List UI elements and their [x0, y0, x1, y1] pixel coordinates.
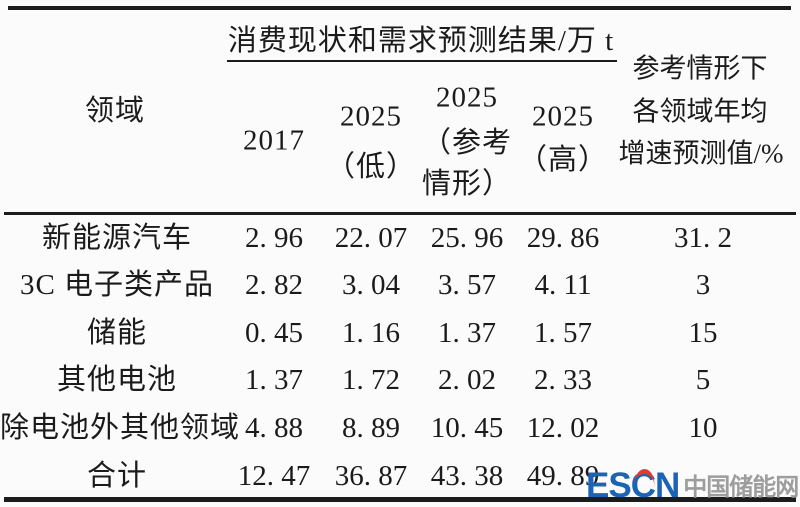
- escn-site-name: 中国储能网: [683, 474, 799, 501]
- column-header-2017: 2017: [243, 124, 305, 157]
- table-row: 新能源汽车 2. 96 22. 07 25. 96 29. 86 31. 2: [0, 220, 800, 256]
- unit-header-underline: [227, 60, 617, 62]
- column-header-2025-low-line1: 2025: [340, 100, 402, 133]
- column-header-2025-ref-line3: 情形）: [421, 168, 513, 200]
- cell-2025-low: 1. 16: [342, 317, 400, 349]
- column-header-2025-high-line2: （高）: [517, 144, 609, 176]
- cell-2025-high: 1. 57: [534, 317, 592, 349]
- column-header-growth-line2: 各领域年均: [632, 96, 768, 127]
- cell-2025-high: 12. 02: [526, 412, 600, 444]
- cell-2025-low: 22. 07: [334, 222, 408, 254]
- cell-2025-low: 8. 89: [342, 412, 400, 444]
- cell-2025-low: 3. 04: [342, 269, 400, 301]
- row-label: 合计: [86, 460, 147, 492]
- cell-2025-low: 36. 87: [334, 460, 408, 492]
- cell-2025-ref: 43. 38: [430, 460, 504, 492]
- cell-2025-ref: 25. 96: [430, 222, 504, 254]
- column-header-2025-ref-line2: （参考: [421, 127, 513, 159]
- row-label: 储能: [86, 317, 147, 349]
- escn-logo-text: ESCN: [586, 466, 680, 505]
- cell-2025-ref: 2. 02: [438, 364, 496, 396]
- cell-growth: 3: [695, 269, 711, 301]
- header-separator-rule: [4, 212, 796, 215]
- cell-2017: 1. 37: [245, 364, 303, 396]
- column-header-growth-line1: 参考情形下: [632, 53, 768, 84]
- row-label: 3C 电子类产品: [19, 269, 215, 301]
- column-header-domain: 领域: [84, 95, 146, 127]
- cell-2025-high: 2. 33: [534, 364, 592, 396]
- column-header-2025-low-line2: （低）: [325, 151, 417, 183]
- cell-2017: 4. 88: [245, 412, 303, 444]
- table-bottom-rule: [4, 497, 796, 502]
- cell-2025-ref: 1. 37: [438, 317, 496, 349]
- cell-growth: 15: [688, 317, 718, 349]
- column-header-growth-line3: 增速预测值/%: [618, 138, 784, 169]
- cell-2025-high: 29. 86: [526, 222, 600, 254]
- column-header-2025-ref-line1: 2025: [436, 81, 498, 114]
- table-row: 合计 12. 47 36. 87 43. 38 49. 89: [0, 458, 800, 494]
- table-row: 其他电池 1. 37 1. 72 2. 02 2. 33 5: [0, 362, 800, 398]
- cell-2025-ref: 10. 45: [430, 412, 504, 444]
- row-label: 除电池外其他领域: [0, 412, 241, 444]
- cell-2017: 12. 47: [237, 460, 311, 492]
- spanning-unit-header: 消费现状和需求预测结果/万 t: [227, 25, 615, 57]
- table-row: 除电池外其他领域 4. 88 8. 89 10. 45 12. 02 10: [0, 410, 800, 446]
- cell-2017: 2. 96: [245, 222, 303, 254]
- cell-growth: 31. 2: [674, 222, 732, 254]
- row-label: 新能源汽车: [41, 222, 192, 254]
- cell-2025-low: 1. 72: [342, 364, 400, 396]
- row-label: 其他电池: [56, 364, 177, 396]
- cell-2025-high: 49. 89: [526, 460, 600, 492]
- cell-2025-ref: 3. 57: [438, 269, 496, 301]
- cell-2017: 0. 45: [245, 317, 303, 349]
- cell-growth: 10: [688, 412, 718, 444]
- column-header-2025-high-line1: 2025: [532, 100, 594, 133]
- cell-2025-high: 4. 11: [534, 269, 592, 301]
- table-top-rule: [8, 6, 791, 10]
- cell-growth: 5: [695, 364, 711, 396]
- escn-watermark: ESCN 中国储能网: [586, 466, 799, 505]
- cell-2017: 2. 82: [245, 269, 303, 301]
- table-row: 储能 0. 45 1. 16 1. 37 1. 57 15: [0, 315, 800, 351]
- table-row: 3C 电子类产品 2. 82 3. 04 3. 57 4. 11 3: [0, 267, 800, 303]
